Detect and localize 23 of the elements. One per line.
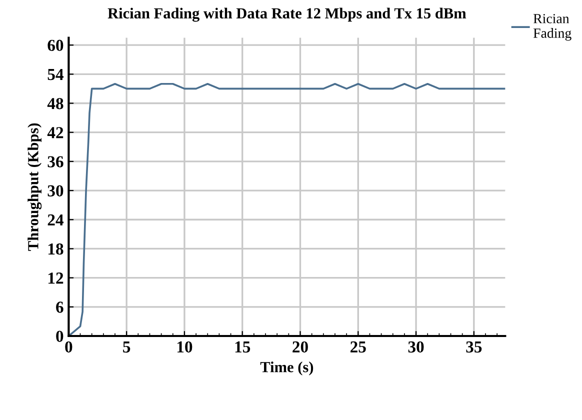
y-tick-label: 36 [48, 156, 64, 168]
x-tick-label: 5 [123, 342, 130, 353]
x-tick-label: 0 [65, 341, 72, 353]
x-axis-title: Time (s) [260, 362, 314, 376]
y-tick-label: 18 [48, 243, 64, 255]
chart-title: Rician Fading with Data Rate 12 Mbps and Tx 15 dBm [108, 8, 466, 22]
y-tick-label: 60 [48, 40, 64, 52]
y-axis-title: Throughput (Kbps) [28, 123, 42, 251]
y-tick-label: 6 [56, 302, 64, 313]
y-tick-label: 30 [48, 185, 64, 196]
y-tick-label: 42 [47, 127, 64, 138]
y-tick-label: 0 [56, 330, 64, 342]
x-tick-label: 30 [408, 341, 424, 353]
legend-label: Rician Fading [533, 14, 572, 41]
x-tick-label: 20 [292, 341, 308, 353]
y-tick-label: 54 [48, 68, 64, 80]
x-tick-label: 25 [350, 341, 366, 353]
y-tick-label: 48 [47, 98, 64, 110]
x-tick-label: 10 [177, 341, 192, 353]
y-tick-label: 24 [48, 214, 64, 226]
y-tick-label: 12 [48, 272, 64, 284]
x-tick-label: 35 [466, 341, 482, 353]
x-tick-label: 15 [235, 341, 250, 353]
